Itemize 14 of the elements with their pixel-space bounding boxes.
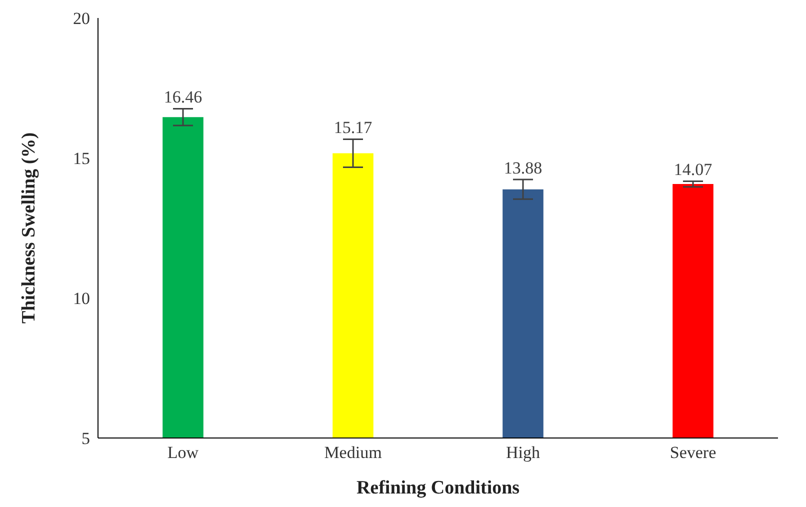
y-tick-label: 20 bbox=[73, 9, 90, 28]
data-label: 14.07 bbox=[674, 160, 713, 180]
x-tick-label: Low bbox=[167, 443, 200, 462]
x-tick-label: Severe bbox=[670, 443, 716, 462]
data-label: 13.88 bbox=[504, 158, 542, 178]
y-tick-label: 15 bbox=[73, 149, 90, 168]
x-tick-label: Medium bbox=[324, 443, 382, 462]
y-axis-title: Thickness Swelling (%) bbox=[18, 132, 40, 324]
y-tick-label: 5 bbox=[82, 429, 90, 448]
data-label: 15.17 bbox=[334, 118, 373, 138]
data-label: 16.46 bbox=[164, 88, 202, 107]
x-axis-title: Refining Conditions bbox=[356, 477, 520, 498]
x-tick-label: High bbox=[506, 443, 540, 462]
y-tick-label: 10 bbox=[73, 289, 90, 308]
